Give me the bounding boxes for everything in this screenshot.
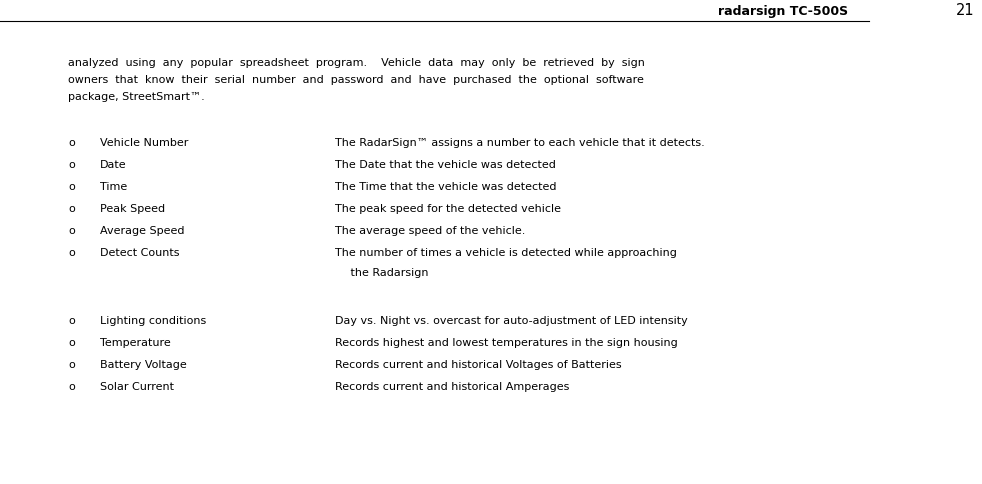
Text: radarsign TC-500S: radarsign TC-500S	[718, 5, 848, 18]
Text: the Radarsign: the Radarsign	[347, 268, 428, 278]
Text: o: o	[68, 316, 75, 326]
Text: The Time that the vehicle was detected: The Time that the vehicle was detected	[335, 182, 557, 192]
Text: o: o	[68, 247, 75, 257]
Text: Date: Date	[100, 160, 127, 170]
Text: o: o	[68, 138, 75, 148]
Text: Temperature: Temperature	[100, 337, 171, 348]
Text: analyzed  using  any  popular  spreadsheet  program.    Vehicle  data  may  only: analyzed using any popular spreadsheet p…	[68, 58, 645, 68]
Text: The number of times a vehicle is detected while approaching: The number of times a vehicle is detecte…	[335, 247, 677, 257]
Text: o: o	[68, 337, 75, 348]
Text: o: o	[68, 160, 75, 170]
Text: Detect Counts: Detect Counts	[100, 247, 180, 257]
Text: The RadarSign™ assigns a number to each vehicle that it detects.: The RadarSign™ assigns a number to each …	[335, 138, 705, 148]
Text: o: o	[68, 204, 75, 213]
Text: Solar Current: Solar Current	[100, 381, 174, 392]
Text: o: o	[68, 381, 75, 392]
Text: o: o	[68, 226, 75, 236]
Text: owners  that  know  their  serial  number  and  password  and  have  purchased  : owners that know their serial number and…	[68, 75, 644, 85]
Text: Lighting conditions: Lighting conditions	[100, 316, 206, 326]
Text: Average Speed: Average Speed	[100, 226, 185, 236]
Text: package, StreetSmart™.: package, StreetSmart™.	[68, 92, 205, 102]
Text: 21: 21	[956, 3, 975, 18]
Text: Day vs. Night vs. overcast for auto-adjustment of LED intensity: Day vs. Night vs. overcast for auto-adju…	[335, 316, 687, 326]
Text: Records current and historical Amperages: Records current and historical Amperages	[335, 381, 570, 392]
Text: o: o	[68, 360, 75, 369]
Text: Records current and historical Voltages of Batteries: Records current and historical Voltages …	[335, 360, 622, 369]
Text: Battery Voltage: Battery Voltage	[100, 360, 187, 369]
Text: The average speed of the vehicle.: The average speed of the vehicle.	[335, 226, 525, 236]
Text: Vehicle Number: Vehicle Number	[100, 138, 189, 148]
Text: Time: Time	[100, 182, 128, 192]
Text: The peak speed for the detected vehicle: The peak speed for the detected vehicle	[335, 204, 561, 213]
Text: o: o	[68, 182, 75, 192]
Text: Records highest and lowest temperatures in the sign housing: Records highest and lowest temperatures …	[335, 337, 678, 348]
Text: The Date that the vehicle was detected: The Date that the vehicle was detected	[335, 160, 556, 170]
Text: Peak Speed: Peak Speed	[100, 204, 165, 213]
